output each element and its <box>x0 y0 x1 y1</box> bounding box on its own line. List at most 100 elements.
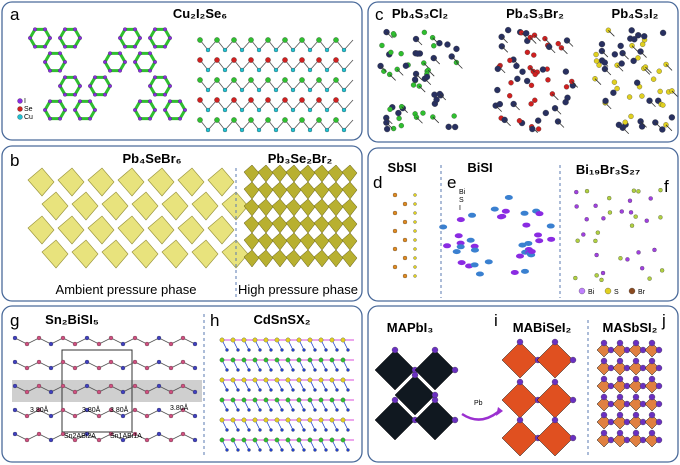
atom <box>118 51 122 56</box>
atom <box>318 377 324 383</box>
bond <box>501 46 509 53</box>
bond <box>98 433 112 441</box>
legend-label: Br <box>638 289 646 296</box>
atom <box>120 389 126 395</box>
bond <box>665 124 673 132</box>
atom <box>239 47 245 53</box>
atom <box>626 94 633 100</box>
atom <box>420 110 426 116</box>
octahedron <box>612 414 628 430</box>
panel-title: Pb₄S₃Br₂ <box>506 6 564 21</box>
atom <box>333 77 339 83</box>
atom <box>574 204 579 209</box>
atom <box>123 44 127 49</box>
atom <box>247 428 251 432</box>
atom <box>273 107 279 113</box>
atom <box>48 365 54 371</box>
atom <box>222 127 228 133</box>
atom <box>17 98 23 104</box>
atom <box>43 108 47 112</box>
atom <box>219 397 225 403</box>
bond <box>158 361 172 369</box>
atom <box>316 37 322 43</box>
atom <box>618 256 623 261</box>
atom <box>156 359 162 365</box>
ring <box>118 27 142 49</box>
polyhedron <box>161 191 189 221</box>
atom <box>108 84 112 88</box>
atom <box>648 357 656 365</box>
panel-label: f <box>664 177 669 196</box>
atom <box>341 107 347 113</box>
octahedron <box>644 396 660 412</box>
atom <box>132 407 138 413</box>
atom <box>123 60 127 64</box>
atom <box>290 107 296 113</box>
bond <box>433 57 441 65</box>
atom <box>252 357 258 363</box>
bond <box>110 409 124 417</box>
atom <box>335 428 339 432</box>
atom <box>648 411 656 419</box>
atom <box>313 408 317 412</box>
bond <box>62 385 76 393</box>
panel-label: c <box>375 5 384 24</box>
atom <box>402 273 408 279</box>
bond <box>50 337 64 345</box>
atom <box>498 213 507 219</box>
atom <box>333 37 339 43</box>
atom <box>313 368 317 372</box>
atom <box>93 75 97 80</box>
atom <box>514 75 521 82</box>
bond <box>74 433 88 441</box>
atom <box>535 211 544 217</box>
atom <box>96 341 102 347</box>
atom <box>604 287 612 295</box>
bond <box>14 433 28 441</box>
polyhedron <box>243 181 260 200</box>
panel-c-frame <box>367 1 679 143</box>
atom <box>282 37 288 43</box>
atom <box>569 396 577 404</box>
atom <box>48 36 52 40</box>
atom <box>252 437 258 443</box>
atom <box>616 393 624 401</box>
bond <box>554 107 562 115</box>
bond <box>631 45 639 52</box>
atom <box>88 116 92 121</box>
polyhedron <box>257 164 274 183</box>
atom <box>602 97 609 105</box>
bond <box>134 385 148 393</box>
atom <box>274 357 280 363</box>
atom <box>248 37 254 43</box>
atom <box>269 368 273 372</box>
atom <box>258 448 262 452</box>
atom <box>299 117 305 123</box>
ring <box>133 51 157 73</box>
atom <box>542 109 549 117</box>
atom <box>496 101 503 108</box>
atom <box>346 368 350 372</box>
atom <box>84 383 90 389</box>
atom <box>192 437 198 443</box>
bond <box>415 38 423 46</box>
atom <box>573 275 578 281</box>
atom <box>274 417 280 423</box>
bond <box>14 385 28 393</box>
atom <box>329 417 335 423</box>
atom <box>335 368 339 372</box>
polyhedron <box>341 215 358 234</box>
atom <box>431 43 437 49</box>
octahedron <box>644 378 660 394</box>
atom <box>291 368 295 372</box>
atom <box>443 243 452 249</box>
bond <box>401 106 408 113</box>
legend-label: S <box>459 197 464 204</box>
atom <box>258 408 262 412</box>
atom <box>148 99 152 104</box>
atom <box>148 36 152 40</box>
atom <box>214 37 220 43</box>
atom <box>144 437 150 443</box>
atom <box>307 417 313 423</box>
atom <box>398 51 404 57</box>
